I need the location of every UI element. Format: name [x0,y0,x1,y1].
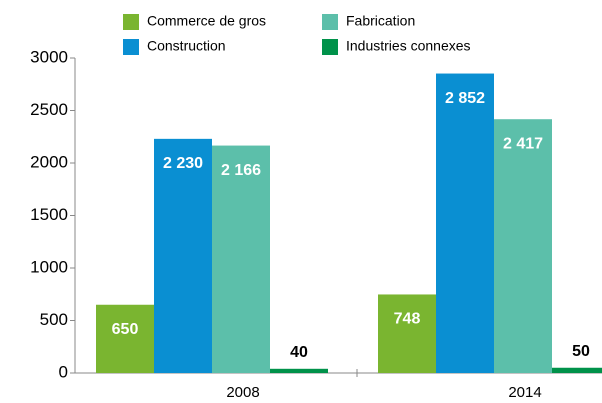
y-tick-label: 0 [59,362,68,381]
value-label: 40 [290,344,308,361]
y-tick-label: 3000 [30,47,68,66]
bar [552,367,602,373]
bar [378,294,436,373]
legend-label: Fabrication [346,13,415,29]
bar [270,368,328,373]
legend-label: Construction [147,38,226,54]
x-tick-label: 2008 [226,384,259,401]
value-label: 2 852 [445,90,485,107]
legend-swatch [322,14,338,30]
value-label: 650 [112,321,139,338]
x-tick-label: 2014 [508,384,541,401]
value-label: 2 417 [503,135,543,152]
value-label: 748 [394,311,421,328]
y-tick-label: 1000 [30,257,68,276]
y-tick-label: 500 [40,310,68,329]
legend-swatch [123,14,139,30]
value-label: 2 230 [163,155,203,172]
bar [96,304,154,373]
legend-label: Commerce de gros [147,13,266,29]
bar [436,73,494,373]
bar [494,119,552,373]
legend-swatch [123,39,139,55]
bar [154,138,212,373]
legend-label: Industries connexes [346,38,471,54]
value-label: 2 166 [221,162,261,179]
bar [212,145,270,373]
y-tick-label: 2000 [30,152,68,171]
y-tick-label: 2500 [30,100,68,119]
y-tick-label: 1500 [30,205,68,224]
value-label: 50 [572,343,590,360]
legend-swatch [322,39,338,55]
